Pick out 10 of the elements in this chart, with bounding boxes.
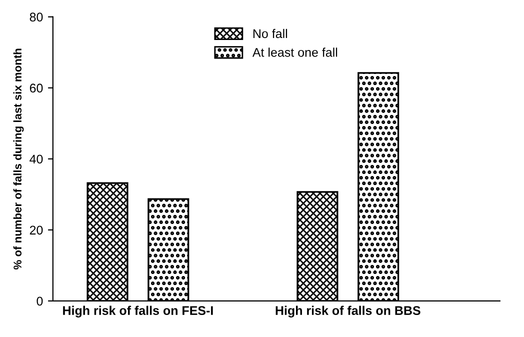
x-tick-label: High risk of falls on FES-I (63, 306, 213, 318)
y-tick-label: 60 (30, 84, 43, 93)
y-tick-label: 0 (36, 296, 43, 306)
y-axis-title: % of number of falls during last six month (13, 48, 24, 270)
legend-label: At least one fall (252, 48, 338, 57)
x-tick-label: High risk of falls on BBS (276, 306, 420, 318)
legend-label: No fall (253, 28, 288, 38)
y-tick-label: 40 (30, 154, 43, 164)
y-tick-label: 80 (30, 12, 43, 22)
y-tick-label: 20 (30, 226, 43, 235)
